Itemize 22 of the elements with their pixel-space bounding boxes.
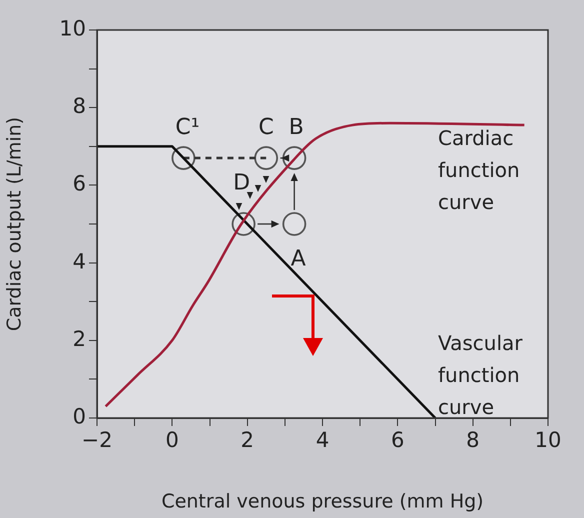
y-tick-label: 2 — [72, 326, 86, 351]
x-tick-label: 6 — [390, 428, 404, 452]
x-tick-label: 10 — [534, 428, 562, 452]
y-tick-label: 0 — [72, 404, 86, 428]
y-tick-label: 6 — [72, 172, 86, 196]
x-tick-label: 4 — [316, 428, 330, 452]
series-label: Cardiac function curve — [438, 126, 520, 214]
annotation: C — [258, 114, 274, 140]
y-tick-label: 4 — [72, 249, 86, 274]
x-tick-label: −2 — [82, 428, 112, 452]
y-tick-label: 8 — [72, 94, 86, 118]
x-tick-label: 0 — [165, 428, 179, 452]
annotation: A — [290, 246, 306, 272]
x-tick-label: 8 — [466, 428, 480, 452]
x-tick-label: 2 — [240, 428, 254, 452]
annotation: B — [288, 114, 304, 140]
x-axis-title: Central venous pressure (mm Hg) — [161, 490, 484, 513]
annotation: C¹ — [175, 114, 200, 140]
y-axis-title: Cardiac output (L/min) — [3, 116, 26, 332]
annotation: D — [233, 170, 250, 196]
y-tick-label: 10 — [59, 16, 86, 40]
series-label: Vascular function curve — [438, 331, 524, 420]
